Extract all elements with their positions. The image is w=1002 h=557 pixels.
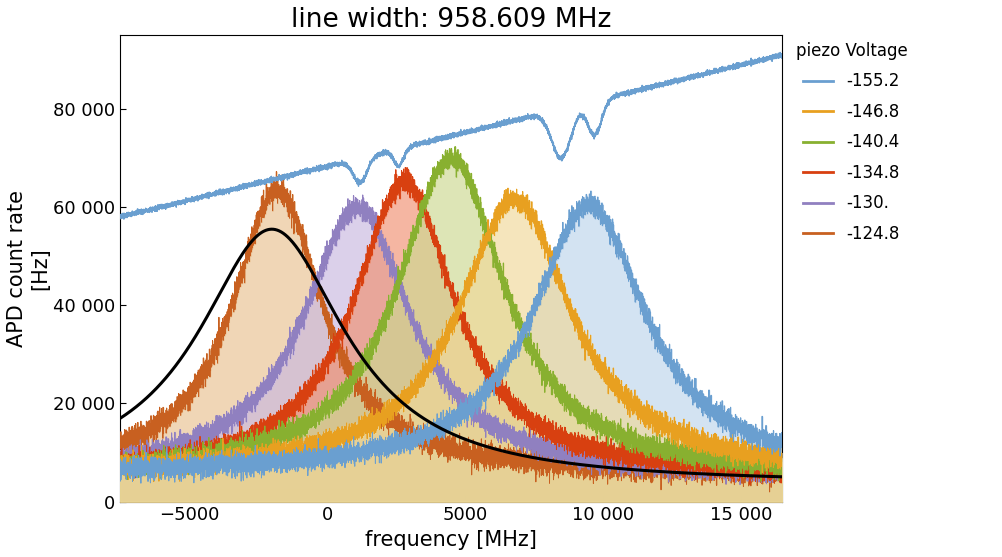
- Title: line width: 958.609 MHz: line width: 958.609 MHz: [291, 7, 611, 33]
- Y-axis label: APD count rate
[Hz]: APD count rate [Hz]: [7, 190, 50, 347]
- X-axis label: frequency [MHz]: frequency [MHz]: [365, 530, 537, 550]
- Legend: -155.2, -146.8, -140.4, -134.8, -130., -124.8: -155.2, -146.8, -140.4, -134.8, -130., -…: [789, 35, 913, 250]
